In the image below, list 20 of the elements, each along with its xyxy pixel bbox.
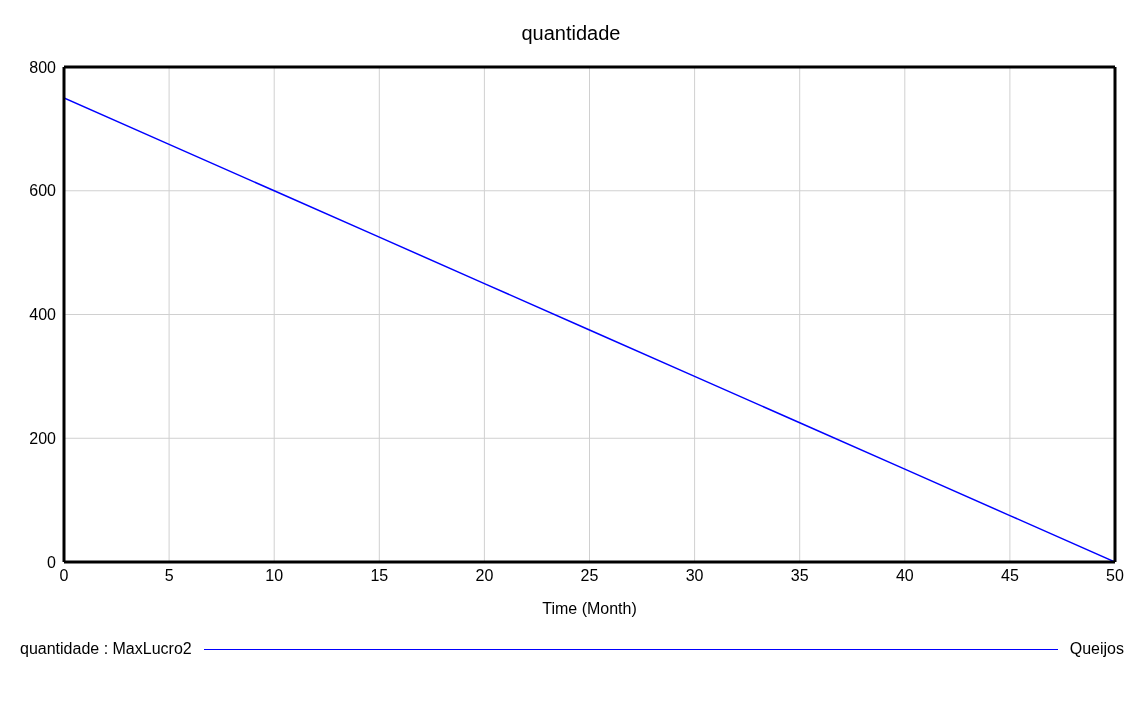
chart-title: quantidade: [520, 21, 622, 46]
text: Queijos: [1069, 640, 1124, 658]
x-tick-label: 45: [1001, 567, 1019, 585]
x-tick-label: 20: [475, 567, 494, 585]
x-axis-title: Time (Month): [542, 600, 637, 617]
x-tick-label: 10: [265, 567, 284, 585]
x-tick-label: 25: [580, 567, 599, 585]
x-tick-label: 0: [59, 567, 69, 585]
x-tick-label: 40: [895, 567, 914, 585]
y-tick-label: 200: [29, 429, 57, 447]
y-tick-label: 0: [47, 553, 57, 571]
y-tick-label: 800: [29, 58, 57, 76]
x-tick-label: 50: [1106, 567, 1124, 585]
x-tick-label: 35: [790, 567, 809, 585]
text: quantidade : MaxLucro2: [20, 640, 192, 658]
y-tick-label: 600: [29, 182, 57, 200]
y-tick-label: 400: [29, 306, 57, 324]
x-tick-label: 5: [164, 567, 174, 585]
x-tick-label: 15: [370, 567, 389, 585]
x-tick-label: 30: [685, 567, 704, 585]
